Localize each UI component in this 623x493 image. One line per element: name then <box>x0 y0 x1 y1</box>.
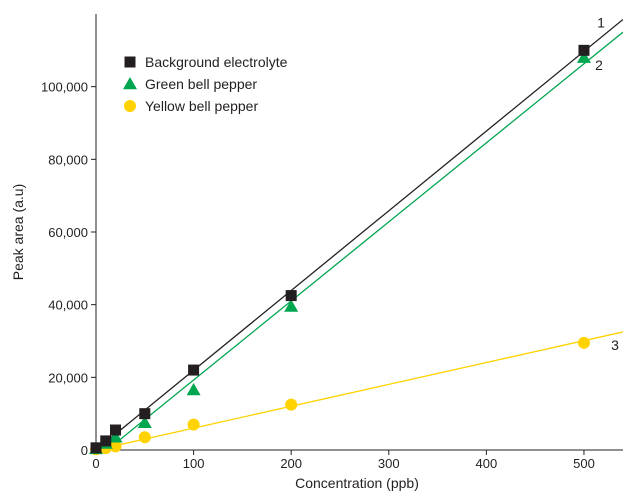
x-tick-label: 400 <box>476 456 498 471</box>
axes: 0 100 200 300 400 500 0 20,000 40,000 60,000 80,00… <box>41 14 623 471</box>
legend-marker <box>123 77 137 90</box>
data-point-series-1 <box>578 44 590 56</box>
fit-line-3 <box>96 331 623 450</box>
line-label-2: 2 <box>595 57 603 73</box>
line-label-1: 1 <box>597 14 605 30</box>
x-tick-label: 200 <box>280 456 302 471</box>
y-tick-label: 60,000 <box>48 225 88 240</box>
legend-marker <box>124 56 136 68</box>
data-point-series-2 <box>137 415 152 428</box>
data-point-series-3 <box>138 431 151 444</box>
data-point-series-1 <box>285 290 297 302</box>
legend-label: Background electrolyte <box>145 54 288 70</box>
legend-label: Green bell pepper <box>145 76 257 92</box>
y-tick-label: 20,000 <box>48 370 88 385</box>
y-axis-title: Peak area (a.u) <box>10 184 26 281</box>
data-point-series-2 <box>186 383 201 396</box>
data-point-series-1 <box>139 408 151 420</box>
data-point-series-1 <box>100 435 112 447</box>
legend-marker <box>124 100 136 112</box>
fit-lines <box>96 18 623 450</box>
x-tick-label: 100 <box>183 456 205 471</box>
data-point-series-2 <box>576 50 591 63</box>
data-point-series-3 <box>109 440 122 453</box>
line-label-3: 3 <box>611 337 619 353</box>
data-point-series-1 <box>110 424 122 436</box>
data-point-series-2 <box>284 299 299 312</box>
y-tick-label: 100,000 <box>41 80 88 95</box>
x-axis-title: Concentration (ppb) <box>295 475 419 491</box>
x-tick-label: 0 <box>92 456 99 471</box>
data-point-series-2 <box>108 430 123 443</box>
data-point-series-1 <box>188 364 200 376</box>
data-point-series-3 <box>187 418 200 431</box>
y-tick-label: 0 <box>81 443 88 458</box>
line-labels: 1 2 3 <box>595 14 619 352</box>
y-tick-label: 40,000 <box>48 298 88 313</box>
y-tick-label: 80,000 <box>48 152 88 167</box>
x-tick-label: 300 <box>378 456 400 471</box>
data-point-series-3 <box>285 398 298 411</box>
x-tick-label: 500 <box>573 456 595 471</box>
data-point-series-3 <box>577 336 590 349</box>
fit-line-1 <box>96 18 623 450</box>
fit-line-2 <box>106 31 623 450</box>
data-point-series-1 <box>90 442 102 454</box>
legend: Background electrolyte Green bell pepper Y… <box>123 54 288 114</box>
legend-label: Yellow bell pepper <box>145 98 258 114</box>
data-markers <box>89 44 591 456</box>
